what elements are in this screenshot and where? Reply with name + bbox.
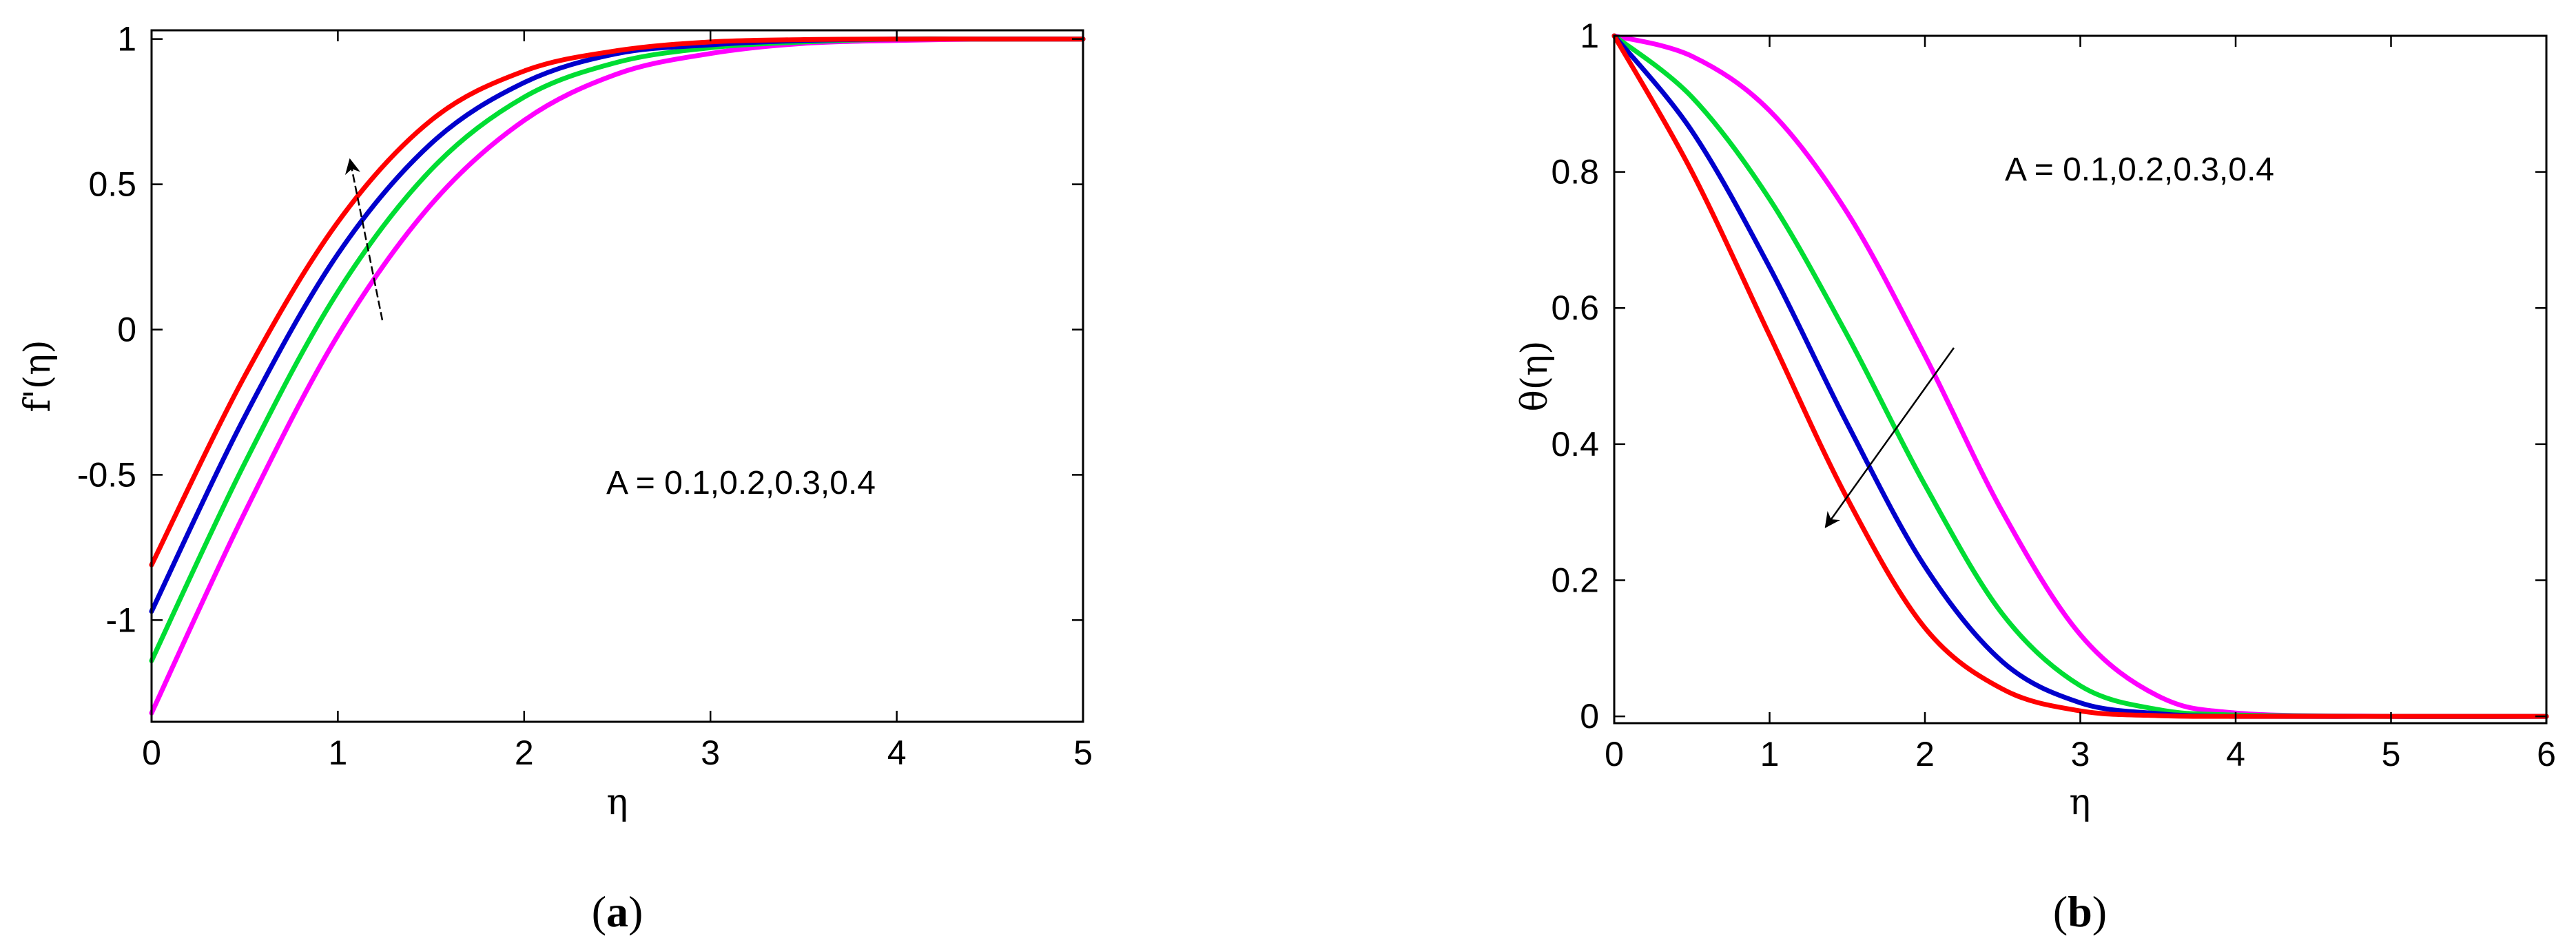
panel-a-trend-arrow [344, 158, 384, 321]
panel-b-x-tick-label: 6 [2537, 735, 2556, 773]
panel-a-y-tick-label: 1 [117, 20, 136, 59]
panel-b-series-line-4 [1611, 33, 2549, 719]
panel-a-y-tick-label: 0 [117, 311, 136, 349]
panel-b-y-tick-label: 0.4 [1551, 425, 1599, 464]
panel-a-x-tick-label: 1 [328, 733, 347, 772]
panel-b-x-axis-label: η [2069, 782, 2090, 823]
panel-a-annotation: A = 0.1,0.2,0.3,0.4 [606, 465, 876, 501]
panel-b-caption: (b) [2053, 887, 2107, 936]
panel-b-trend-arrow [1824, 347, 1955, 528]
panel-b-x-tick-label: 4 [2226, 735, 2245, 773]
panel-a-x-tick-label: 5 [1073, 733, 1093, 772]
panel-a-x-tick-label: 3 [701, 733, 720, 772]
panel-b-x-tick-label: 5 [2382, 735, 2401, 773]
panel-b: 0 1 2 3 4 5 6 0 0.2 0.4 0.6 0.8 1 η θ(η) A = 0.1,0.2… [1514, 17, 2556, 936]
panel-b-caption-close: ) [2092, 887, 2107, 936]
panel-a-caption-open: ( [592, 887, 606, 936]
panel-a: 0 1 2 3 4 5 -1 -0.5 0 0.5 1 η f'(η) A = 0.1,0.2,0.… [17, 20, 1093, 936]
panel-a-x-axis-label: η [606, 782, 628, 823]
panel-b-caption-open: ( [2053, 887, 2068, 936]
panel-b-x-tick-label: 3 [2071, 735, 2090, 773]
panel-a-y-tick-label: -0.5 [77, 455, 136, 494]
panel-b-y-tick-label: 0 [1580, 697, 1599, 736]
panel-b-caption-letter: b [2068, 887, 2092, 936]
panel-a-y-tick-label: 0.5 [88, 165, 136, 204]
panel-b-y-tick-label: 0.8 [1551, 153, 1599, 191]
panel-a-plot-frame [150, 29, 1084, 723]
panel-a-x-tick-label: 0 [142, 733, 161, 772]
panel-a-caption: (a) [592, 887, 643, 936]
panel-b-ticks-layer: 0 1 2 3 4 5 6 0 0.2 0.4 0.6 0.8 1 [1551, 17, 2555, 773]
panel-b-x-tick-label: 1 [1760, 735, 1780, 773]
panel-b-y-tick-label: 0.6 [1551, 289, 1599, 327]
panel-b-series-layer [1611, 33, 2549, 719]
panel-b-y-axis-label: θ(η) [1514, 340, 1556, 411]
panel-a-ticks-layer: 0 1 2 3 4 5 -1 -0.5 0 0.5 1 [77, 20, 1093, 772]
panel-a-series-layer [149, 36, 1086, 716]
panel-b-y-tick-label: 0.2 [1551, 561, 1599, 599]
panel-a-series-line-4 [149, 37, 1086, 568]
panel-b-x-tick-label: 0 [1605, 735, 1624, 773]
panel-a-caption-letter: a [606, 887, 628, 936]
panel-a-caption-close: ) [628, 887, 643, 936]
panel-a-y-tick-label: -1 [106, 601, 136, 639]
panel-b-y-tick-label: 1 [1580, 17, 1599, 55]
panel-b-x-tick-label: 2 [1915, 735, 1935, 773]
panel-a-x-tick-label: 4 [887, 733, 907, 772]
panel-a-x-tick-label: 2 [515, 733, 534, 772]
panel-b-annotation: A = 0.1,0.2,0.3,0.4 [2005, 152, 2274, 188]
panel-a-y-axis-label: f'(η) [17, 340, 59, 412]
